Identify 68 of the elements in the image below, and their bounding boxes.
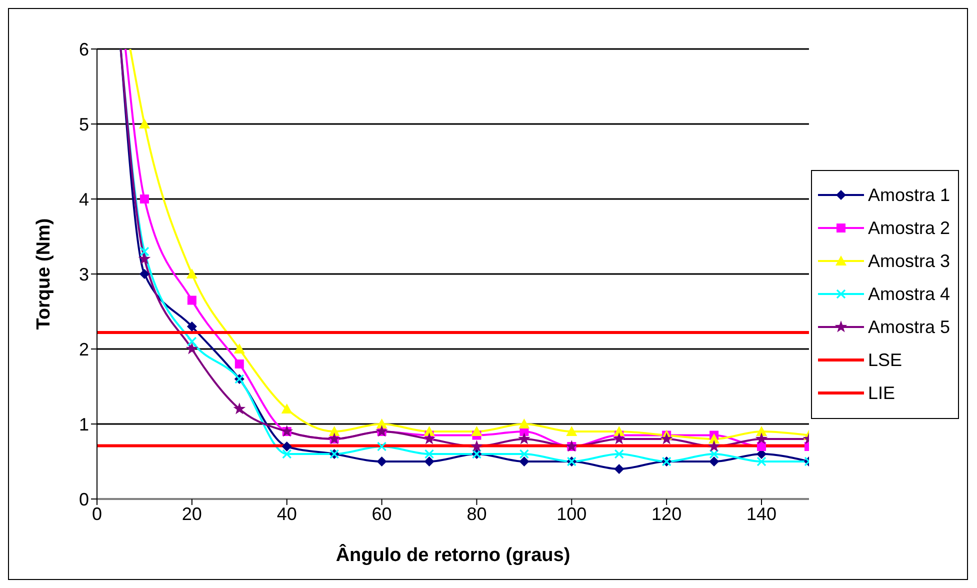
y-tick-label: 4: [78, 189, 89, 210]
point: [186, 268, 198, 278]
point: [660, 432, 673, 444]
point: [140, 246, 150, 256]
point: [186, 322, 197, 332]
point: [756, 426, 768, 436]
y-tick-label: 5: [78, 114, 89, 134]
point: [281, 404, 292, 414]
point: [282, 449, 292, 459]
legend-label: Amostra 4: [868, 284, 950, 304]
x-axis-title: Ângulo de retorno (graus): [336, 543, 570, 566]
point: [755, 432, 768, 444]
point: [709, 456, 720, 466]
point: [138, 118, 150, 128]
point: [233, 402, 246, 414]
point: [518, 418, 530, 428]
legend-label: Amostra 1: [868, 184, 950, 206]
point: [328, 426, 340, 436]
point: [519, 456, 530, 466]
legend-label: Amostra 2: [868, 218, 950, 238]
point: [756, 456, 766, 466]
point: [424, 426, 435, 436]
y-tick-label: 3: [78, 264, 89, 284]
x-tick-label: 100: [556, 504, 587, 524]
point: [614, 449, 624, 459]
point: [424, 456, 434, 466]
point: [757, 442, 766, 451]
point: [234, 360, 244, 368]
point: [709, 449, 719, 459]
y-tick-label: 1: [78, 414, 89, 434]
x-tick-label: 20: [182, 504, 202, 524]
point: [187, 296, 196, 305]
y-tick-label: 0: [78, 489, 89, 510]
point: [234, 344, 245, 354]
point: [614, 464, 624, 474]
legend-label: Amostra 3: [868, 250, 950, 272]
point: [376, 456, 387, 466]
point: [138, 252, 151, 264]
x-tick-label: 120: [652, 504, 682, 524]
y-tick-label: 2: [78, 339, 89, 360]
point: [519, 449, 529, 459]
point: [139, 269, 150, 279]
y-tick-label: 6: [78, 39, 89, 60]
x-tick-label: 140: [746, 504, 777, 524]
point: [708, 440, 720, 452]
point: [471, 426, 482, 436]
point: [376, 418, 388, 428]
legend-label: Amostra 5: [868, 316, 950, 338]
point: [566, 426, 578, 436]
point: [470, 440, 483, 452]
x-tick-label: 0: [92, 504, 102, 524]
point: [140, 194, 149, 204]
x-tick-label: 40: [276, 504, 297, 524]
point: [614, 426, 625, 436]
point: [186, 342, 198, 354]
point: [376, 442, 387, 452]
point: [612, 432, 626, 444]
x-tick-label: 80: [466, 504, 487, 524]
point: [708, 434, 720, 444]
legend-label: LIE: [868, 382, 895, 404]
point: [423, 432, 436, 444]
x-tick-label: 60: [372, 504, 392, 524]
point: [282, 442, 292, 452]
point: [424, 449, 434, 459]
legend-label: LSE: [868, 350, 902, 370]
point: [518, 432, 530, 444]
y-axis-title: Torque (Nm): [34, 218, 55, 330]
point: [187, 336, 197, 346]
